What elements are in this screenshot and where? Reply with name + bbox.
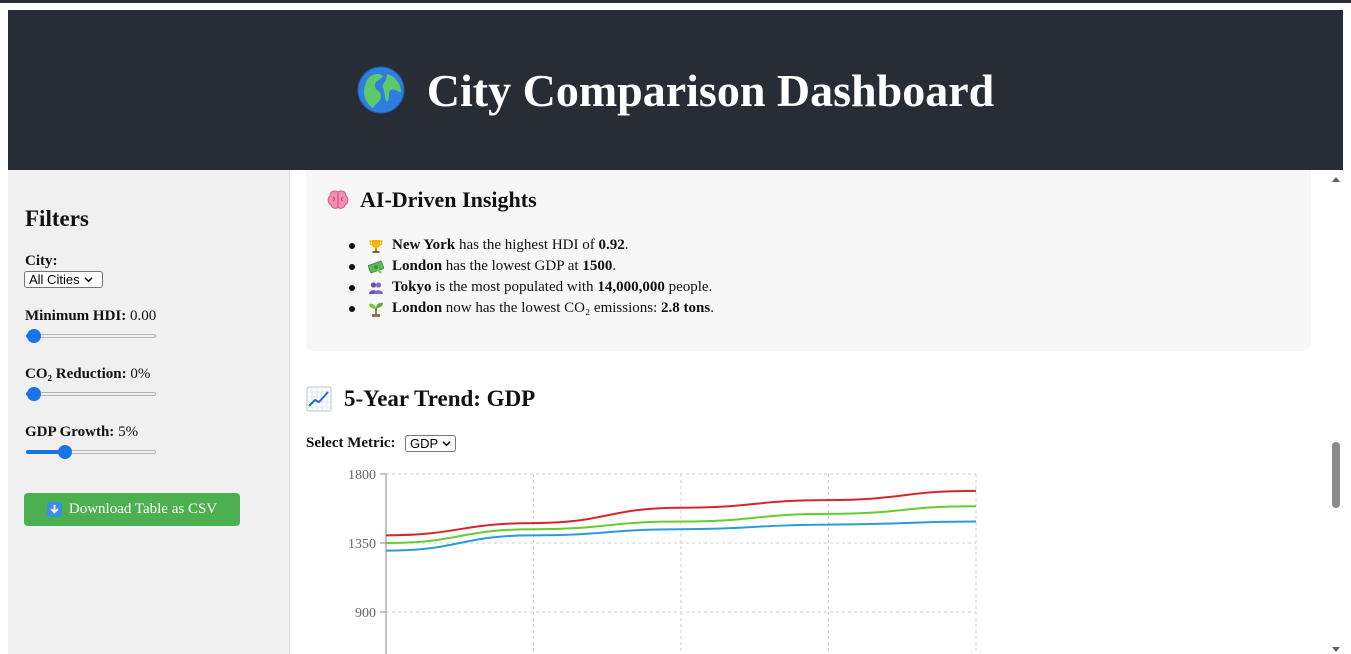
filters-sidebar: Filters City: All Cities Minimum HDI: 0.…: [8, 170, 290, 654]
y-tick-label: 900: [355, 606, 376, 621]
metric-select-value: GDP: [410, 436, 439, 451]
gdp-value: 5%: [118, 424, 139, 440]
slider-fill: [26, 450, 65, 454]
city-select-value: All Cities: [29, 272, 80, 287]
hdi-slider[interactable]: [26, 328, 156, 344]
y-tick-label: 1800: [348, 468, 376, 483]
slider-thumb[interactable]: [27, 329, 41, 343]
city-filter-label: City:: [25, 253, 58, 269]
scroll-down-icon[interactable]: [1331, 646, 1341, 654]
series-line-1: [385, 505, 977, 544]
co2-value: 0%: [130, 366, 151, 382]
down-arrow-icon: [46, 502, 62, 517]
trend-chart: 1800 1350 900: [348, 468, 977, 654]
download-csv-label: Download Table as CSV: [68, 501, 218, 517]
scrollbar-thumb[interactable]: [1332, 442, 1340, 508]
co2-filter-label: CO₂ Reduction: 0%: [25, 366, 151, 382]
trend-title: 5-Year Trend: GDP: [306, 386, 535, 412]
insight-item: New York has the highest HDI of 0.92.: [349, 235, 714, 256]
co2-slider[interactable]: [26, 386, 156, 402]
page-header: City Comparison Dashboard: [8, 10, 1343, 170]
top-border: [0, 0, 1351, 3]
people-icon: [369, 281, 383, 294]
city-select[interactable]: All Cities: [24, 271, 103, 288]
trophy-icon: [369, 239, 383, 253]
slider-thumb[interactable]: [57, 445, 72, 459]
gdp-slider[interactable]: [26, 444, 156, 460]
main-content: AI-Driven Insights New York has the high…: [290, 170, 1329, 654]
chevron-down-icon: [442, 441, 451, 447]
series-line-0: [385, 489, 977, 537]
insights-panel: AI-Driven Insights New York has the high…: [306, 170, 1311, 351]
metric-label: Select Metric:: [306, 435, 396, 451]
page-title-text: City Comparison Dashboard: [426, 64, 995, 116]
insights-list: New York has the highest HDI of 0.92. Lo…: [326, 235, 714, 319]
main-scrollbar[interactable]: [1329, 170, 1343, 654]
insights-title: AI-Driven Insights: [326, 187, 537, 213]
slider-thumb[interactable]: [27, 387, 41, 401]
chart-increasing-icon: [306, 386, 332, 412]
insight-item: London now has the lowest CO₂ emissions:…: [349, 298, 714, 319]
hdi-filter-label: Minimum HDI: 0.00: [25, 308, 157, 324]
filters-title: Filters: [25, 206, 89, 231]
scroll-up-icon[interactable]: [1331, 174, 1341, 184]
gdp-filter-label: GDP Growth: 5%: [25, 424, 139, 440]
y-tick-label: 1350: [348, 537, 376, 552]
seedling-icon: [369, 302, 383, 317]
globe-icon: [357, 66, 405, 114]
series-line-2: [385, 520, 977, 552]
insight-item: London has the lowest GDP at 1500.: [349, 256, 714, 277]
money-icon: [368, 260, 384, 274]
hdi-value: 0.00: [130, 308, 157, 324]
brain-icon: [327, 190, 349, 209]
download-csv-button[interactable]: Download Table as CSV: [24, 493, 240, 526]
insight-item: Tokyo is the most populated with 14,000,…: [349, 277, 714, 298]
page-title: City Comparison Dashboard: [357, 64, 994, 117]
metric-select[interactable]: GDP: [405, 435, 456, 452]
chevron-down-icon: [83, 277, 93, 283]
